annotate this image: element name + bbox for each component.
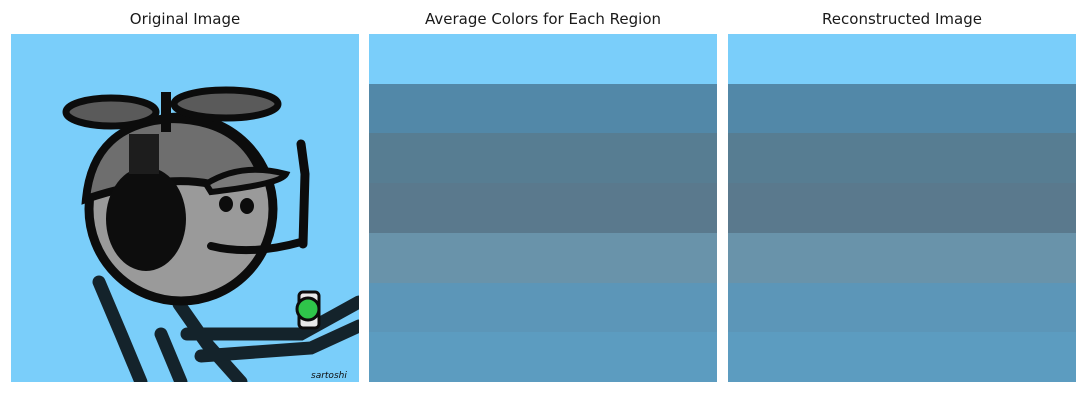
cap-brim [201,166,291,196]
reconstructed-band-2 [728,83,1076,134]
eye-right [240,198,254,214]
average-color-band-4 [369,183,717,233]
original-illustration: sartoshi [11,34,359,382]
headphone [106,167,186,271]
average-color-band-5 [369,232,717,283]
average-color-band-2 [369,83,717,134]
propeller-hub [161,92,171,132]
panel-average-colors: Average Colors for Each Region [369,0,717,417]
average-color-band-1 [369,34,717,84]
propeller-left [62,94,160,130]
raised-arm [296,139,310,249]
reconstructed-band-5 [728,232,1076,283]
average-colors-image [369,34,717,382]
average-color-band-7 [369,332,717,382]
panel-title-average: Average Colors for Each Region [424,10,662,28]
panel-title-reconstructed: Reconstructed Image [822,10,982,28]
reconstructed-band-3 [728,133,1076,184]
original-image: sartoshi [11,34,359,382]
reconstructed-image [728,34,1076,382]
average-color-band-6 [369,282,717,333]
mouth [207,238,305,255]
headphone-band [129,134,159,174]
reconstructed-band-4 [728,183,1076,233]
watch-face [295,296,321,322]
average-color-band-3 [369,133,717,184]
reconstructed-band-7 [728,332,1076,382]
reconstructed-band-6 [728,282,1076,333]
propeller-right [170,86,282,122]
signature: sartoshi [311,371,347,381]
panel-reconstructed: Reconstructed Image [728,0,1076,417]
reconstructed-band-1 [728,34,1076,84]
eye-left [219,196,233,212]
panel-original: Original Image [11,0,359,417]
panel-title-original: Original Image [129,10,241,28]
stick-body [92,275,359,382]
